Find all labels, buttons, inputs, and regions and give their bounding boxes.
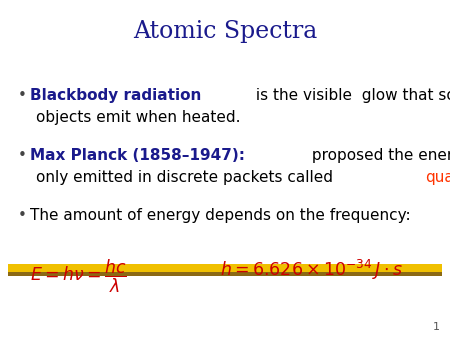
Text: $E = h\nu = \dfrac{hc}{\lambda}$: $E = h\nu = \dfrac{hc}{\lambda}$ — [30, 258, 127, 295]
Text: •: • — [18, 148, 27, 163]
Bar — [8, 272, 442, 276]
Text: only emitted in discrete packets called: only emitted in discrete packets called — [36, 170, 338, 185]
Text: 1: 1 — [433, 322, 440, 332]
Text: $h = 6.626 \times 10^{-34}\,J \cdot s$: $h = 6.626 \times 10^{-34}\,J \cdot s$ — [220, 258, 403, 282]
Text: objects emit when heated.: objects emit when heated. — [36, 110, 240, 125]
Bar — [8, 264, 442, 272]
Text: •: • — [18, 88, 27, 103]
Text: •: • — [18, 208, 27, 223]
Text: proposed the energy is: proposed the energy is — [307, 148, 450, 163]
Text: The amount of energy depends on the frequency:: The amount of energy depends on the freq… — [30, 208, 410, 223]
Text: Blackbody radiation: Blackbody radiation — [30, 88, 202, 103]
Text: Atomic Spectra: Atomic Spectra — [133, 20, 317, 43]
Text: quanta.: quanta. — [426, 170, 450, 185]
Text: Max Planck (1858–1947):: Max Planck (1858–1947): — [30, 148, 245, 163]
Text: is the visible  glow that solid: is the visible glow that solid — [251, 88, 450, 103]
